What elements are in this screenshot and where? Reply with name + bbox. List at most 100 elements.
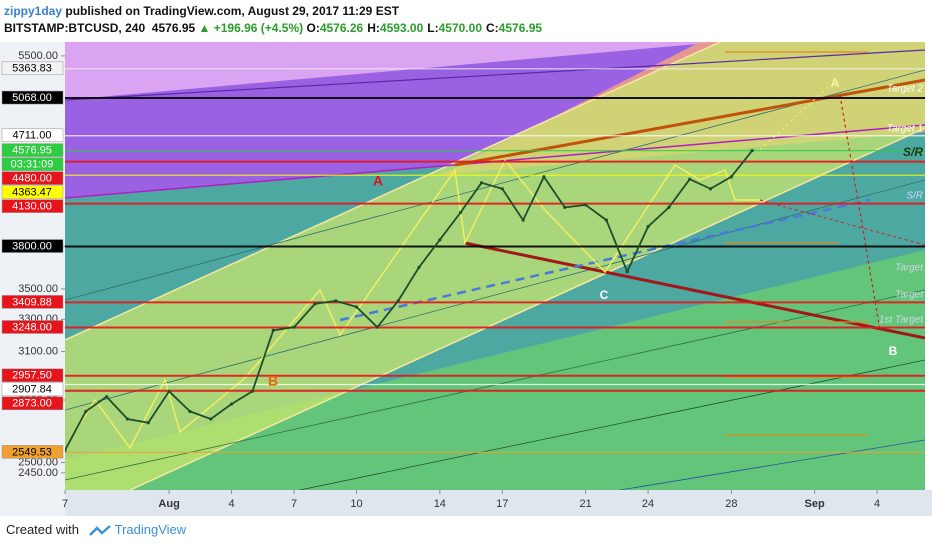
x-tick-label: 17 [496,498,508,510]
price-label-box [1,128,64,142]
price-point [375,325,379,329]
price-point [105,395,109,399]
price-point [229,402,234,406]
time-axis-bg [65,490,932,516]
price-label-box [1,199,64,213]
annotation: Target 2 [887,84,924,95]
background-bands [65,42,925,490]
price-label-box [1,90,64,105]
y-tick-label: 5500.00 [18,50,58,62]
ohlc-key: O: [306,21,320,35]
price-point [750,149,754,153]
price-point [667,205,671,209]
x-tick-label: 7 [291,498,297,510]
dashed-line [339,198,871,322]
projection [759,199,925,246]
price-label: 2907.84 [12,384,52,396]
trend-line [65,179,925,411]
band [65,250,925,490]
price-point [563,205,567,209]
x-tick-label: 24 [642,498,654,510]
ohlc-key: L: [427,21,439,35]
price-label: 2549.53 [12,446,52,458]
x-tick-label: 21 [579,498,591,510]
price-point [65,448,67,452]
target-marks [725,51,868,436]
last-price: 4576.95 [151,21,196,35]
price-label-box [1,143,64,157]
price-label-box [1,61,64,76]
change: ▲ +196.96 (+4.5%) [198,21,304,35]
symbol: BITSTAMP:BTCUSD, 240 [4,21,146,35]
ohlc-value: 4576.95 [498,21,543,35]
price-point [583,203,588,207]
price-point [84,409,88,414]
price-point [417,265,421,269]
price-point [354,305,359,309]
wave-pattern [759,84,831,151]
ohlc-value: 4576.26 [319,21,364,35]
price-point [188,409,192,414]
price-label: 3800.00 [12,240,52,252]
price-label: 3248.00 [12,321,52,333]
price-point [459,210,463,215]
header-line: zippy1day published on TradingView.com, … [4,3,546,20]
publisher: zippy1day [4,4,63,18]
price-axis-bg [0,42,65,516]
price-point [729,175,733,179]
annotation: A [831,76,840,90]
price-point [625,269,629,274]
axes: 5500.003800.003500.003300.003100.002822.… [1,50,880,510]
price-line [65,150,753,451]
published: published on TradingView.com, August 29,… [65,4,400,18]
trend-line [299,359,925,490]
price-label: 5068.00 [12,92,52,104]
x-tick-label: Aug [158,498,179,510]
price-label-box [1,320,64,334]
logo-mark [88,524,111,536]
y-tick-label: 3500.00 [18,283,58,295]
projection [839,94,881,331]
price-label-box [1,445,64,459]
price-point [334,299,338,303]
trend-line [619,439,925,490]
ohlc-key: C: [486,21,499,35]
ohlc-value: 4570.00 [438,21,482,35]
footer: Created with TradingView [6,522,186,537]
band [65,42,720,100]
ohlc-key: H: [367,21,380,35]
price-point [479,181,484,185]
header: zippy1day published on TradingView.com, … [4,3,546,37]
price-point [688,177,692,181]
ohlc-value: 4593.00 [379,21,424,35]
price-label-box [1,396,64,411]
price-point [438,238,442,242]
annotation: S/R [906,191,923,202]
price-point [396,299,400,303]
price-label: 3409.88 [12,296,52,308]
countdown-box [1,157,64,171]
price-point [250,389,255,393]
price-label: 5363.83 [12,63,52,75]
price-label: 4130.00 [12,201,52,213]
price-point [604,218,609,222]
price-point [313,302,317,306]
price-point [271,328,275,332]
price-label-box [1,295,64,309]
y-tick-label: 2500.00 [18,456,58,468]
annotation: B [889,344,898,358]
price-label-box [1,382,64,397]
channel [65,42,925,490]
price-label: 2957.50 [12,370,52,382]
annotation: B [268,373,278,389]
annotation: 1st Target [879,315,924,326]
price-point [209,417,213,421]
price-label: 4480.00 [12,173,52,185]
y-tick-label: 3100.00 [18,345,58,357]
annotation: A [373,173,383,189]
price-point [500,187,504,191]
logo [88,524,111,536]
x-tick-label: 10 [350,498,362,510]
x-tick-label: 4 [874,498,880,510]
